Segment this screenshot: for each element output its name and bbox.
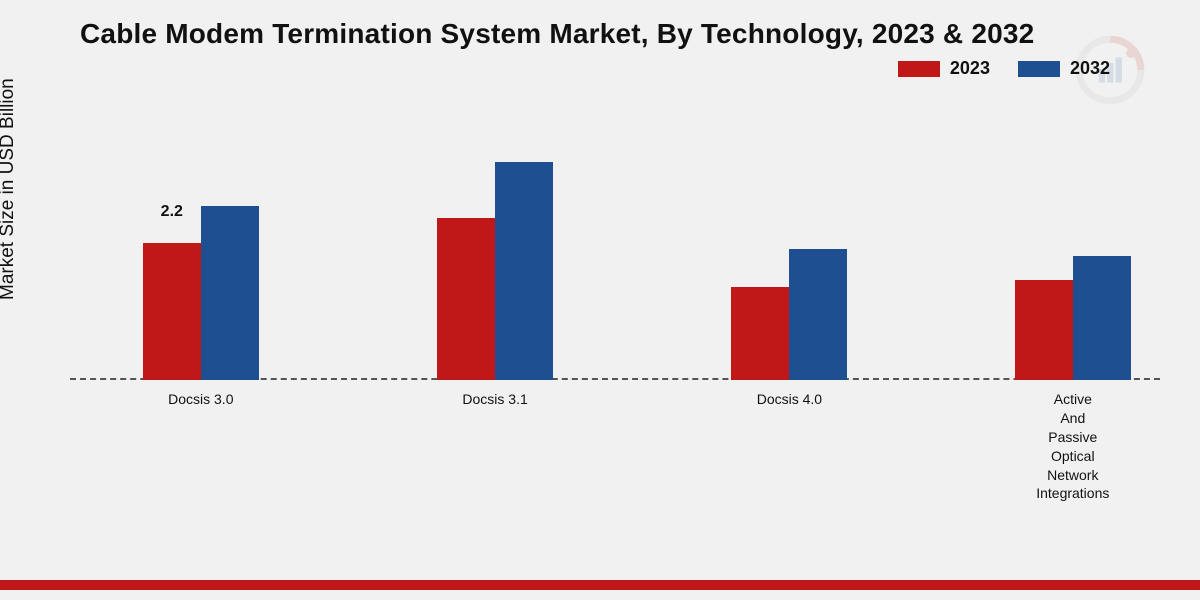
chart-title: Cable Modem Termination System Market, B… (80, 18, 1034, 50)
bar-group (998, 256, 1148, 380)
x-axis-category-label: ActiveAndPassiveOpticalNetworkIntegratio… (1036, 390, 1109, 503)
chart-container: Cable Modem Termination System Market, B… (0, 0, 1200, 600)
bar-group (420, 162, 570, 380)
x-axis-category-label: Docsis 4.0 (757, 390, 822, 409)
legend-label-2023: 2023 (950, 58, 990, 79)
legend-label-2032: 2032 (1070, 58, 1110, 79)
plot-area: 2.2 (70, 100, 1160, 380)
legend-item-2023: 2023 (898, 58, 990, 79)
bar (437, 218, 495, 380)
bar (1015, 280, 1073, 380)
y-axis-label: Market Size in USD Billion (0, 78, 19, 300)
bar (731, 287, 789, 380)
bar (495, 162, 553, 380)
x-axis-category-label: Docsis 3.0 (168, 390, 233, 409)
bar (143, 243, 201, 380)
legend-item-2032: 2032 (1018, 58, 1110, 79)
bar (789, 249, 847, 380)
bar (1073, 256, 1131, 380)
bar (201, 206, 259, 380)
legend-swatch-2032 (1018, 61, 1060, 77)
bar-group (126, 206, 276, 380)
bar-data-label: 2.2 (161, 203, 183, 221)
legend-swatch-2023 (898, 61, 940, 77)
legend: 2023 2032 (898, 58, 1110, 79)
footer-accent-bar (0, 580, 1200, 590)
x-axis-category-label: Docsis 3.1 (462, 390, 527, 409)
bar-group (714, 249, 864, 380)
